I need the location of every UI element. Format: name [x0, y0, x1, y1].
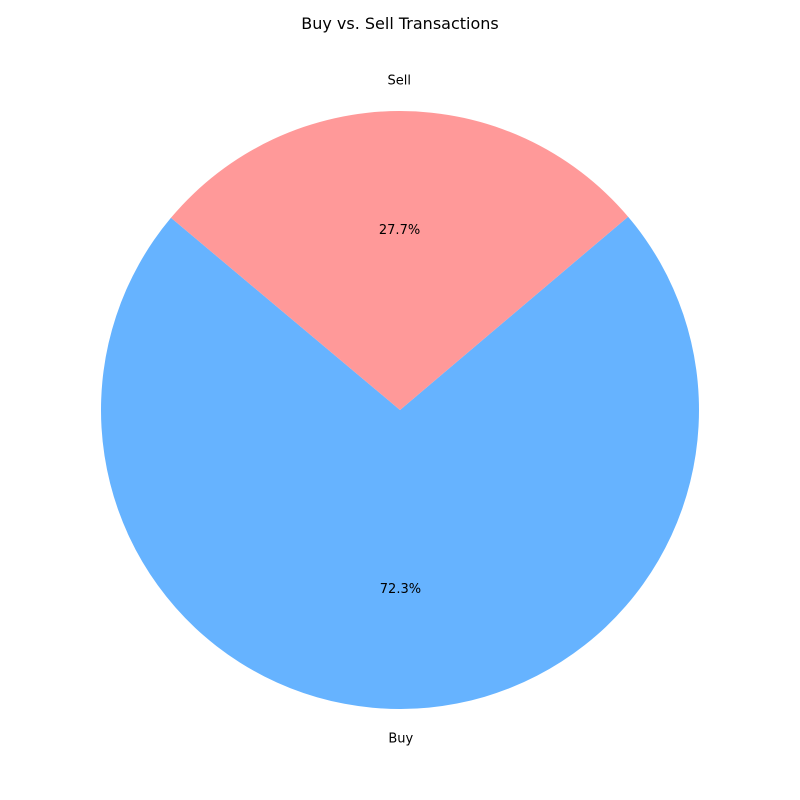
- percent-label-buy: 72.3%: [380, 582, 421, 597]
- slice-label-buy: Buy: [388, 731, 413, 746]
- pie-labels: Buy 72.3% Sell 27.7%: [379, 74, 421, 747]
- pie-slices: [101, 110, 700, 710]
- percent-label-sell: 27.7%: [379, 223, 420, 238]
- pie-slice-buy: [101, 216, 700, 710]
- pie-slice-sell: [170, 110, 629, 410]
- slice-label-sell: Sell: [387, 74, 410, 89]
- chart-title: Buy vs. Sell Transactions: [301, 14, 499, 33]
